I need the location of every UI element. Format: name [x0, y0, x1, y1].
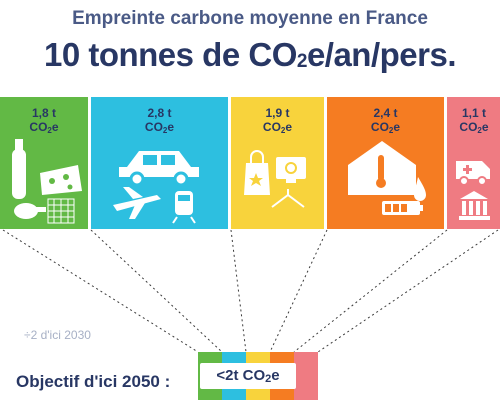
goods-icon: [243, 150, 306, 208]
transport-icon: [112, 151, 199, 224]
connector-line: [317, 229, 499, 353]
services-icon: [456, 161, 490, 220]
bar-unit-label: CO2e: [262, 120, 293, 135]
bar-value-label: 2,8 t: [147, 106, 172, 120]
food-icon: [12, 139, 82, 224]
connector-line: [293, 229, 448, 353]
mini-segment-services: [294, 352, 318, 400]
connector-line: [230, 229, 247, 353]
bar-value-label: 1,8 t: [31, 106, 56, 120]
chart-headline: 10 tonnes de CO2e/an/pers.: [43, 36, 457, 73]
bar-value-label: 1,9 t: [265, 106, 290, 120]
connector-line: [269, 229, 328, 353]
bar-unit-label: CO2e: [29, 120, 59, 135]
bar-segment-services: 1,1 t CO2e: [447, 97, 500, 229]
connector-line: [2, 229, 199, 353]
chart-title: Empreinte carbone moyenne en France: [72, 8, 428, 29]
housing-icon: [347, 141, 426, 215]
goal-label: Objectif d'ici 2050 :: [16, 372, 171, 391]
milestone-2030: ÷2 d'ici 2030: [24, 328, 91, 342]
bar-segment-transport: 2,8 t CO2e: [91, 97, 228, 229]
goal-value: <2t CO2e: [200, 363, 296, 389]
bar-segment-goods: 1,9 t CO2e: [231, 97, 324, 229]
bar-unit-label: CO2e: [370, 120, 401, 135]
bar-segment-food: 1,8 t CO2e: [0, 97, 88, 229]
connector-line: [90, 229, 223, 353]
bar-segment-housing: 2,4 t CO2e: [327, 97, 444, 229]
bar-unit-label: CO2e: [144, 120, 175, 135]
bar-value-label: 2,4 t: [373, 106, 398, 120]
stacked-bar: 1,8 t CO2e 2,8 t CO2e 1,9 t C: [0, 97, 500, 235]
bar-unit-label: CO2e: [459, 120, 489, 135]
bar-value-label: 1,1 t: [461, 106, 486, 120]
